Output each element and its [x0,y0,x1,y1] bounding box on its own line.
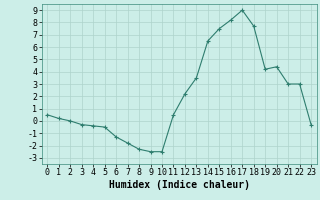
X-axis label: Humidex (Indice chaleur): Humidex (Indice chaleur) [109,180,250,190]
